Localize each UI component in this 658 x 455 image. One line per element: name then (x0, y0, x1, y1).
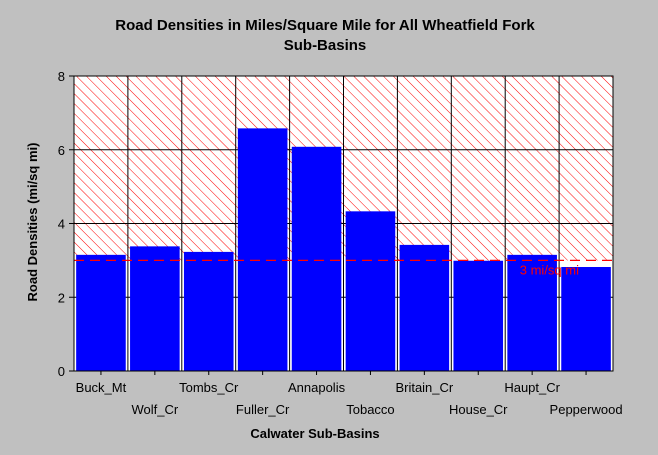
y-tick-label: 8 (58, 69, 65, 84)
bars (76, 128, 611, 371)
x-tick-label: House_Cr (449, 402, 508, 417)
y-tick-label: 0 (58, 364, 65, 379)
x-tick-label: Wolf_Cr (131, 402, 178, 417)
bar-fuller-cr (237, 128, 288, 371)
x-axis-label: Calwater Sub-Basins (250, 426, 379, 441)
x-tick-label: Fuller_Cr (236, 402, 290, 417)
bar-tobacco (345, 211, 396, 371)
x-tick-label: Haupt_Cr (504, 380, 560, 395)
gridlines (74, 76, 613, 371)
bar-haupt-cr (507, 254, 557, 371)
x-tick-label: Tombs_Cr (179, 380, 239, 395)
bar-wolf-cr (130, 246, 180, 371)
chart-title-line-1: Road Densities in Miles/Square Mile for … (115, 17, 535, 34)
y-tick-label: 6 (58, 143, 65, 158)
x-tick-label: Annapolis (288, 380, 346, 395)
threshold-label: 3 mi/sq mi (520, 262, 579, 277)
y-axis-label: Road Densities (mi/sq mi) (25, 143, 40, 302)
bar-buck-mt (76, 254, 126, 371)
y-axis-ticks: 0 2 4 6 8 (58, 69, 74, 379)
bar-annapolis (291, 146, 342, 371)
y-tick-label: 2 (58, 290, 65, 305)
bar-britain-cr (399, 244, 450, 371)
y-tick-label: 4 (58, 217, 65, 232)
bar-pepperwood (561, 267, 611, 371)
x-tick-label: Pepperwood (550, 402, 623, 417)
bar-house-cr (453, 260, 504, 371)
bar-tombs-cr (183, 251, 234, 371)
x-tick-label: Buck_Mt (76, 380, 127, 395)
x-tick-label: Tobacco (346, 402, 394, 417)
x-tick-label: Britain_Cr (395, 380, 453, 395)
chart-title-line-2: Sub-Basins (284, 37, 367, 54)
